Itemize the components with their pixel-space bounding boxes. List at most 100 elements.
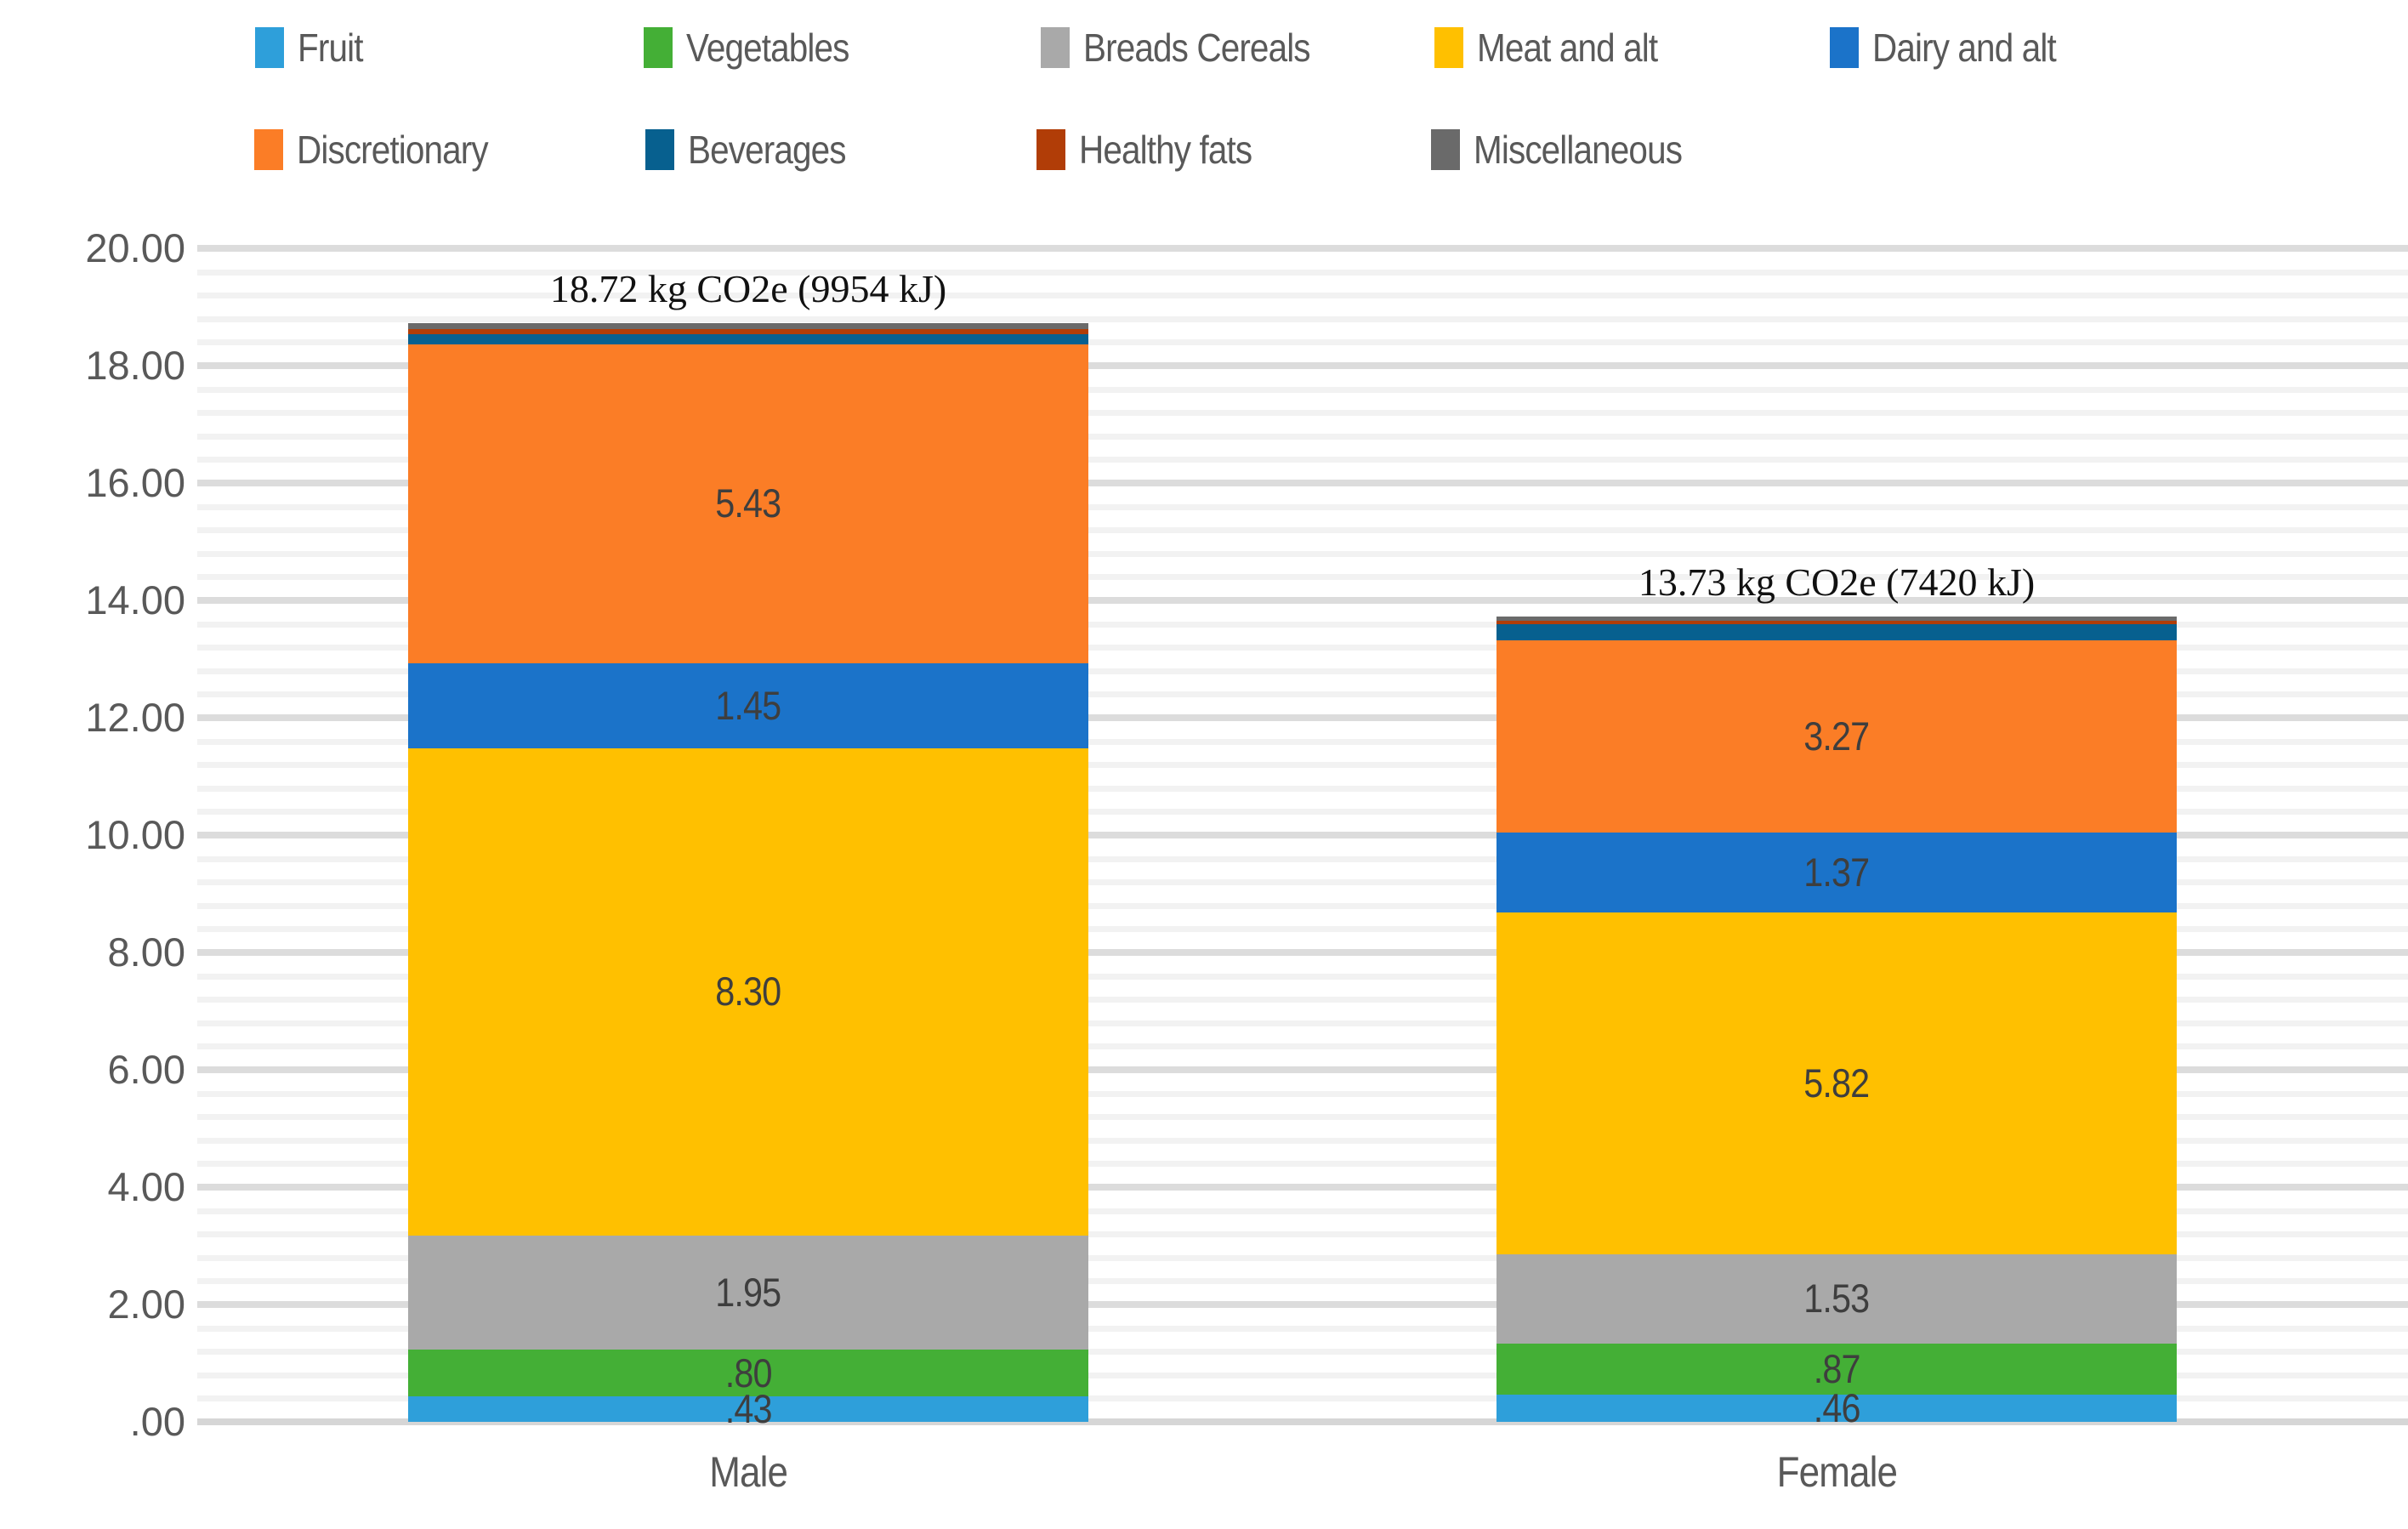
legend-label-text: Breads Cereals [1083,26,1311,70]
data-label-male-dairy-and-alt: 1.45 [408,682,1088,730]
minor-gridline [197,386,2408,393]
minor-gridline [197,997,2408,1003]
legend-item-meat-and-alt: Meat and alt [1434,26,1682,70]
minor-gridline [197,1395,2408,1402]
y-axis-tick-2_00: 2.00 [107,1282,185,1327]
data-label-female-vegetables: .87 [1496,1345,2177,1393]
data-label-text: 5.82 [1803,1060,1870,1106]
data-label-male-vegetables: .80 [408,1350,1088,1397]
bar-segment-female-breads-cereals [1496,1253,2177,1344]
data-label-text: 5.43 [715,480,781,526]
minor-gridline [197,668,2408,674]
data-label-female-fruit: .46 [1496,1384,2177,1432]
minor-gridline [197,269,2408,276]
legend-item-miscellaneous: Miscellaneous [1431,128,1710,172]
legend-label-fruit: Fruit [298,26,372,70]
data-label-text: 1.95 [715,1269,781,1315]
legend-swatch-vegetables [644,27,673,68]
legend-swatch-healthy-fats [1036,129,1065,170]
legend-item-healthy-fats: Healthy fats [1036,128,1275,172]
legend-item-breads-cereals: Breads Cereals [1041,26,1341,70]
data-label-female-breads-cereals: 1.53 [1496,1275,2177,1322]
minor-gridline [197,410,2408,417]
data-label-female-meat-and-alt: 5.82 [1496,1060,2177,1107]
bar-segment-male-dairy-and-alt [408,662,1088,748]
legend-item-discretionary: Discretionary [254,128,514,172]
legend-label-breads-cereals: Breads Cereals [1083,26,1341,70]
y-axis-tick-4_00: 4.00 [107,1164,185,1209]
minor-gridline [197,785,2408,792]
minor-gridline [197,1278,2408,1285]
legend-label-text: Fruit [298,26,363,70]
data-label-text: .43 [724,1386,773,1432]
legend-label-text: Discretionary [297,128,489,172]
legend-label-healthy-fats: Healthy fats [1079,128,1275,172]
category-label-text: Male [709,1448,788,1496]
minor-gridline [197,973,2408,980]
bar-segment-female-discretionary [1496,639,2177,833]
legend-swatch-meat-and-alt [1434,27,1463,68]
data-label-text: 3.27 [1803,713,1870,759]
legend-label-vegetables: Vegetables [686,26,872,70]
minor-gridline [197,457,2408,463]
major-gridline [197,1301,2408,1308]
y-axis-tick-6_00: 6.00 [107,1047,185,1092]
minor-gridline [197,809,2408,816]
bar-segment-male-meat-and-alt [408,747,1088,1236]
legend-item-vegetables: Vegetables [644,26,872,70]
bar-segment-female-vegetables [1496,1344,2177,1395]
data-label-female-dairy-and-alt: 1.37 [1496,849,2177,896]
bar-segment-female-miscellaneous [1496,616,2177,622]
female-total-annotation: 13.73 kg CO2e (7420 kJ) [1638,560,2036,604]
data-label-female-discretionary: 3.27 [1496,713,2177,760]
minor-gridline [197,1137,2408,1144]
minor-gridline [197,550,2408,557]
bar-segment-female-healthy-fats [1496,621,2177,624]
minor-gridline [197,527,2408,534]
minor-gridline [197,879,2408,886]
minor-gridline [197,1208,2408,1214]
male-total-annotation: 18.72 kg CO2e (9954 kJ) [549,267,947,311]
bar-segment-female-meat-and-alt [1496,912,2177,1254]
bar-segment-male-vegetables [408,1350,1088,1397]
minor-gridline [197,855,2408,862]
minor-gridline [197,926,2408,933]
minor-gridline [197,762,2408,769]
minor-gridline [197,433,2408,440]
data-label-male-breads-cereals: 1.95 [408,1269,1088,1316]
legend-label-text: Healthy fats [1079,128,1252,172]
y-axis-tick-_00: .00 [129,1399,185,1444]
data-label-male-meat-and-alt: 8.30 [408,968,1088,1015]
legend-label-beverages: Beverages [688,128,867,172]
minor-gridline [197,738,2408,745]
y-axis-tick-10_00: 10.00 [85,812,185,857]
bar-segment-male-discretionary [408,344,1088,663]
legend-label-meat-and-alt: Meat and alt [1477,26,1682,70]
major-gridline [197,832,2408,838]
bar-segment-male-beverages [408,334,1088,345]
minor-gridline [197,1161,2408,1168]
legend-label-text: Meat and alt [1477,26,1658,70]
legend-label-discretionary: Discretionary [297,128,514,172]
bar-segment-female-beverages [1496,623,2177,640]
legend-label-text: Vegetables [686,26,849,70]
major-gridline [197,362,2408,369]
data-label-male-discretionary: 5.43 [408,480,1088,527]
bar-segment-male-miscellaneous [408,323,1088,330]
y-axis-tick-14_00: 14.00 [85,577,185,622]
minor-gridline [197,1090,2408,1097]
data-label-text: .80 [724,1350,773,1395]
category-label-male: Male [408,1447,1088,1497]
minor-gridline [197,1020,2408,1026]
legend-swatch-miscellaneous [1431,129,1460,170]
legend-swatch-breads-cereals [1041,27,1070,68]
legend-label-text: Miscellaneous [1474,128,1683,172]
category-label-female: Female [1496,1447,2177,1497]
minor-gridline [197,339,2408,346]
data-label-text: 1.37 [1803,849,1870,895]
category-label-text: Female [1776,1448,1897,1496]
data-label-text: .87 [1813,1346,1861,1392]
legend-swatch-discretionary [254,129,283,170]
legend-label-miscellaneous: Miscellaneous [1474,128,1710,172]
